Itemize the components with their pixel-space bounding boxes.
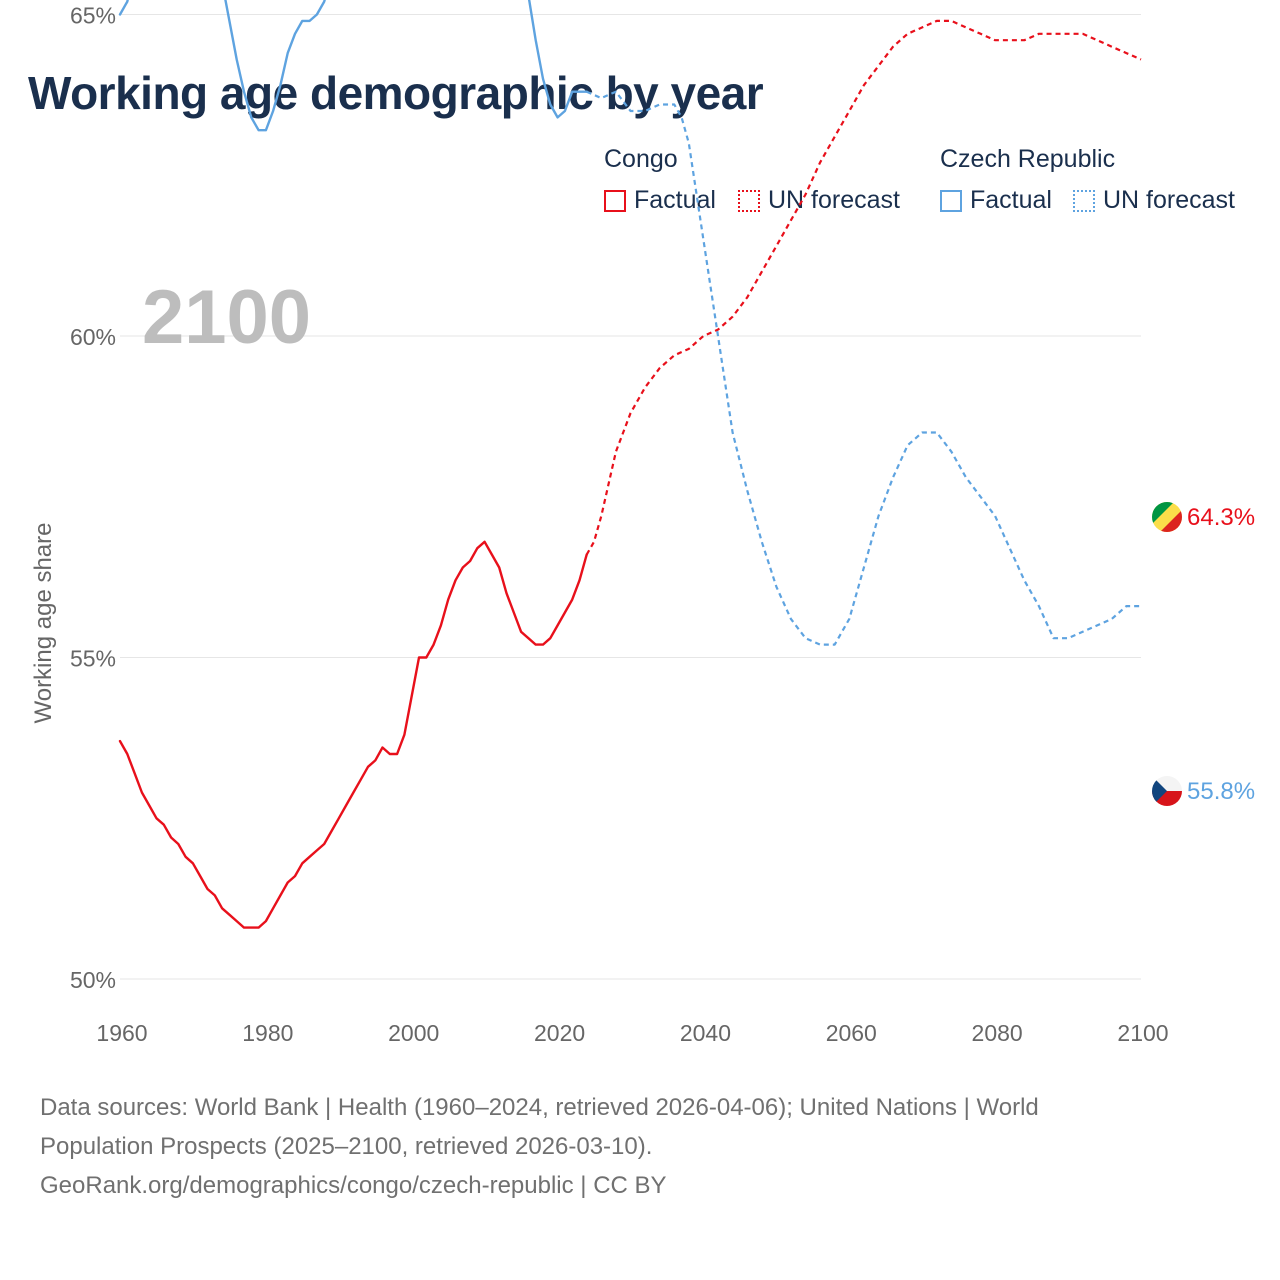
x-tick-label: 1960	[96, 1020, 147, 1046]
x-tick-label: 2020	[534, 1020, 585, 1046]
legend-swatch-czech-forecast	[1073, 189, 1095, 212]
czech-forecast-line[interactable]	[586, 90, 1141, 646]
czech-flag-icon	[1152, 776, 1182, 806]
czech-factual-line[interactable]	[118, 0, 588, 132]
legend-group-czech-republic: Czech Republic	[940, 145, 1116, 173]
legend-label-czech-factual: Factual	[970, 186, 1052, 214]
legend-item-congo-factual[interactable]: Factual	[604, 186, 716, 215]
x-tick-label: 2060	[826, 1020, 877, 1046]
x-tick-label: 2080	[972, 1020, 1023, 1046]
line-chart: 2100 Working age share 50%55%60%65%70%19…	[30, 0, 1255, 1046]
y-tick-label: 65%	[70, 3, 116, 29]
footer-line-1: Data sources: World Bank | Health (1960–…	[40, 1094, 1039, 1121]
legend-label-czech-forecast: UN forecast	[1103, 186, 1235, 214]
congo-end-label: 64.3%	[1187, 504, 1255, 531]
footer-source-link[interactable]: GeoRank.org/demographics/congo/czech-rep…	[40, 1172, 667, 1199]
data-sources-footer: Data sources: World Bank | Health (1960–…	[40, 1088, 1240, 1205]
y-tick-label: 55%	[70, 646, 116, 672]
legend-label-congo-forecast: UN forecast	[768, 186, 900, 214]
czech-end-label: 55.8%	[1187, 778, 1255, 805]
legend-swatch-congo-forecast	[738, 189, 760, 212]
x-tick-label: 2040	[680, 1020, 731, 1046]
congo-flag-icon	[1152, 502, 1182, 532]
legend-swatch-congo-factual	[604, 189, 626, 212]
legend-item-congo-forecast[interactable]: UN forecast	[738, 186, 900, 215]
legend-item-czech-forecast[interactable]: UN forecast	[1073, 186, 1235, 215]
congo-factual-line[interactable]	[118, 540, 588, 929]
congo-forecast-line[interactable]	[585, 19, 1142, 556]
x-tick-label: 2100	[1117, 1020, 1168, 1046]
legend-group-congo: Congo	[604, 145, 678, 173]
y-tick-label: 50%	[70, 967, 116, 993]
legend-item-czech-factual[interactable]: Factual	[940, 186, 1052, 215]
x-tick-label: 2000	[388, 1020, 439, 1046]
y-tick-label: 60%	[70, 324, 116, 350]
legend-label-congo-factual: Factual	[634, 186, 716, 214]
x-tick-label: 1980	[242, 1020, 293, 1046]
year-watermark: 2100	[142, 275, 311, 360]
footer-line-2: Population Prospects (2025–2100, retriev…	[40, 1133, 653, 1160]
legend-swatch-czech-factual	[940, 189, 962, 212]
y-axis-title: Working age share	[30, 523, 57, 724]
